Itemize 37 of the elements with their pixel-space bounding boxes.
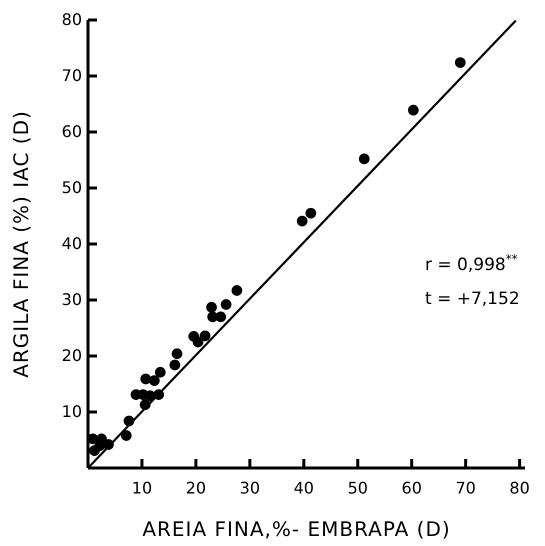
- y-tick-label: 60: [62, 122, 82, 142]
- point: [220, 299, 232, 310]
- y-tick-label: 30: [62, 290, 82, 310]
- x-tick-label: 60: [402, 478, 422, 498]
- point: [149, 375, 160, 386]
- y-tick-label: 80: [62, 10, 82, 30]
- x-tick-label: 70: [455, 478, 476, 498]
- point: [296, 216, 308, 226]
- point: [305, 208, 316, 219]
- point: [170, 360, 180, 370]
- y-tick-label: 50: [62, 178, 82, 198]
- x-tick-label: 50: [348, 478, 368, 498]
- x-tick-label: 30: [240, 478, 260, 498]
- y-tick-label: 70: [62, 66, 82, 86]
- y-tick-label: 40: [62, 234, 82, 254]
- point: [215, 311, 226, 322]
- point: [172, 348, 182, 360]
- point: [140, 374, 152, 384]
- point: [358, 154, 370, 164]
- y-tick-label: 20: [62, 346, 82, 366]
- point: [206, 302, 217, 313]
- point: [120, 430, 132, 441]
- point: [408, 104, 419, 116]
- annotation: t = +7,152: [425, 289, 520, 309]
- annotation: r = 0,998$^{**}$: [425, 252, 518, 275]
- y-axis-title: ARGILA FINA (%) IAC (D): [9, 110, 33, 378]
- point: [454, 57, 466, 68]
- x-tick-label: 40: [294, 478, 314, 498]
- x-tick-label: 10: [132, 478, 152, 498]
- point: [200, 330, 210, 342]
- y-tick-label: 10: [62, 402, 82, 422]
- point: [232, 285, 242, 296]
- point: [154, 366, 166, 378]
- x-axis-title: AREIA FINA,%- EMBRAPA (D): [142, 517, 451, 541]
- point: [192, 336, 204, 348]
- x-tick-label: 20: [186, 478, 206, 498]
- x-tick-label: 80: [509, 478, 530, 498]
